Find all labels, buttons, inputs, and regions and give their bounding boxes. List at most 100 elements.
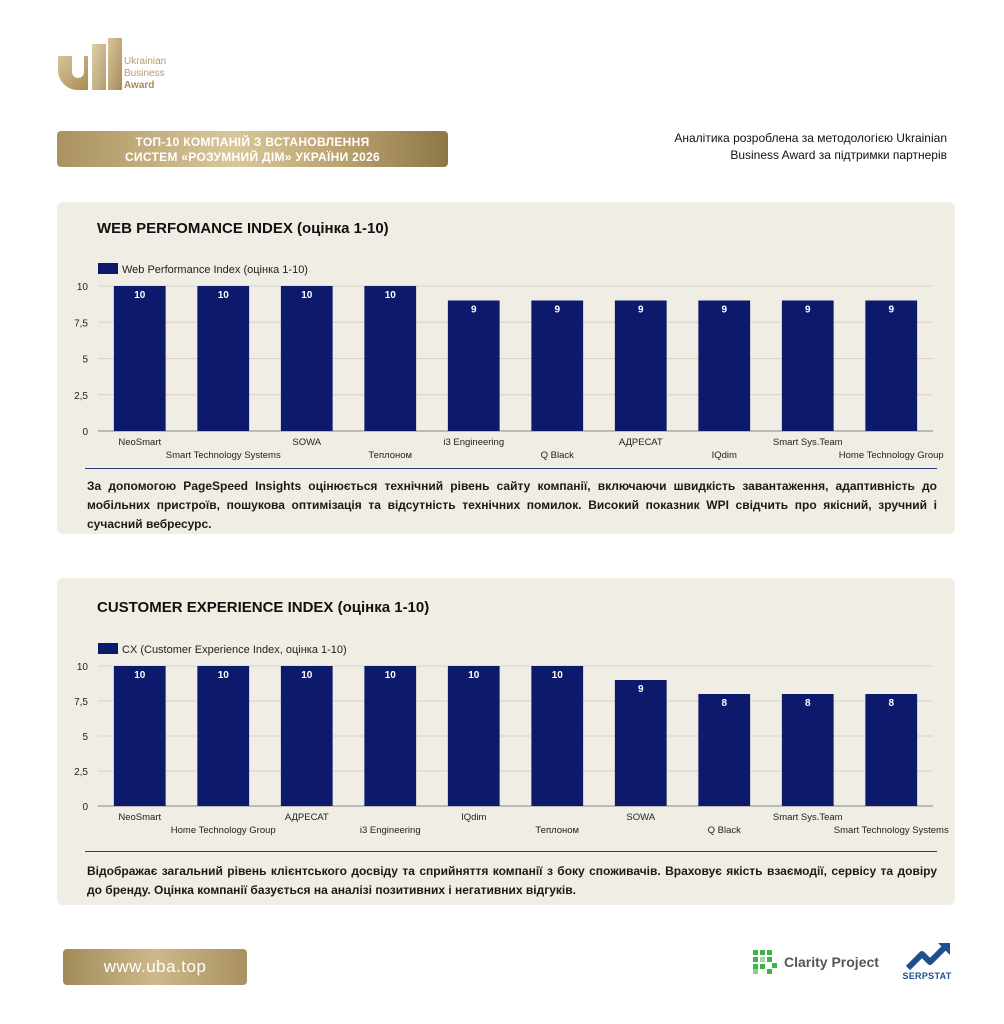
x-tick-label: Smart Technology Systems (166, 450, 281, 461)
chart-description: За допомогою PageSpeed Insights оцінюєть… (87, 479, 937, 531)
bar (865, 694, 918, 806)
x-tick-label: Теплоном (535, 825, 579, 836)
y-tick-label: 7,5 (74, 318, 88, 329)
y-tick-label: 2,5 (74, 767, 88, 778)
x-tick-label: i3 Engineering (360, 825, 421, 836)
data-label: 10 (468, 670, 480, 681)
data-label: 10 (301, 290, 313, 301)
data-label: 8 (721, 698, 727, 709)
banner-line-1: ТОП-10 КОМПАНІЙ З ВСТАНОВЛЕННЯ (135, 135, 370, 149)
bar (364, 666, 417, 806)
legend-swatch (98, 263, 118, 274)
bar (280, 286, 333, 431)
y-tick-label: 7,5 (74, 697, 88, 708)
x-tick-label: Home Technology Group (171, 825, 276, 836)
bar (781, 694, 834, 806)
bar (113, 286, 166, 431)
bar (113, 666, 166, 806)
x-tick-label: АДРЕСАТ (285, 812, 329, 823)
logo-line-business: Business (124, 68, 165, 79)
y-tick-label: 0 (82, 427, 88, 438)
legend-label: Web Performance Index (оцінка 1-10) (122, 264, 308, 276)
data-label: 9 (638, 305, 644, 316)
bar (531, 666, 584, 806)
bar (447, 666, 500, 806)
y-tick-label: 2,5 (74, 391, 88, 402)
x-tick-label: NeoSmart (118, 437, 161, 448)
data-label: 10 (385, 290, 397, 301)
chart-title: WEB PERFOMANCE INDEX (оцінка 1-10) (97, 220, 389, 237)
divider (85, 851, 937, 852)
note-line-1: Аналітика розроблена за методологією Ukr… (674, 131, 947, 145)
x-tick-label: NeoSmart (118, 812, 161, 823)
clarity-project-text: Clarity Project (784, 954, 879, 970)
y-tick-label: 10 (77, 662, 89, 673)
data-label: 10 (134, 670, 146, 681)
data-label: 9 (554, 305, 560, 316)
web-performance-card: WEB PERFOMANCE INDEX (оцінка 1-10) Web P… (57, 202, 955, 534)
bar (614, 680, 667, 806)
x-tick-label: IQdim (712, 450, 737, 461)
data-label: 9 (805, 305, 811, 316)
clarity-project-logo: Clarity Project (752, 948, 879, 976)
bar (197, 666, 250, 806)
bar (197, 286, 250, 431)
customer-experience-chart: CX (Customer Experience Index, оцінка 1-… (74, 643, 949, 836)
data-label: 8 (888, 698, 894, 709)
logo-line-ukrainian: Ukrainian (124, 56, 167, 67)
chart-title: CUSTOMER EXPERIENCE INDEX (оцінка 1-10) (97, 599, 430, 616)
customer-experience-card: CUSTOMER EXPERIENCE INDEX (оцінка 1-10) … (57, 578, 955, 905)
banner-line-2: СИСТЕМ «РОЗУМНИЙ ДІМ» УКРАЇНИ 2026 (124, 150, 381, 164)
legend-swatch (98, 643, 118, 654)
serpstat-logo: SERPSTAT (898, 940, 954, 984)
bar (280, 666, 333, 806)
x-tick-label: SOWA (626, 812, 655, 823)
x-tick-label: SOWA (292, 437, 321, 448)
website-link[interactable]: www.uba.top (63, 949, 247, 985)
bar (614, 300, 667, 431)
data-label: 10 (301, 670, 313, 681)
serpstat-text: SERPSTAT (902, 971, 952, 981)
clarity-grid-icon (753, 950, 777, 974)
serpstat-chart-icon (905, 943, 950, 971)
data-label: 10 (385, 670, 397, 681)
bar (698, 694, 751, 806)
logo-text: Ukrainian Business Award (124, 56, 166, 92)
x-tick-label: АДРЕСАТ (619, 437, 663, 448)
x-tick-label: Q Black (541, 450, 575, 461)
x-tick-label: i3 Engineering (443, 437, 504, 448)
data-label: 10 (134, 290, 146, 301)
x-tick-label: IQdim (461, 812, 486, 823)
data-label: 10 (218, 290, 230, 301)
data-label: 9 (888, 305, 894, 316)
web-performance-chart: Web Performance Index (оцінка 1-10) 0 2,5 5… (74, 263, 944, 461)
y-tick-label: 0 (82, 802, 88, 813)
y-tick-label: 10 (77, 282, 89, 293)
data-label: 10 (552, 670, 564, 681)
data-label: 10 (218, 670, 230, 681)
x-tick-label: Smart Technology Systems (834, 825, 949, 836)
logo-line-award: Award (124, 80, 155, 91)
x-tick-label: Smart Sys.Team (773, 437, 843, 448)
bar (447, 300, 500, 431)
bar (781, 300, 834, 431)
divider (85, 468, 937, 469)
x-tick-label: Q Black (708, 825, 742, 836)
x-tick-label: Smart Sys.Team (773, 812, 843, 823)
bar (364, 286, 417, 431)
data-label: 9 (721, 305, 727, 316)
x-tick-label: Home Technology Group (839, 450, 944, 461)
data-label: 8 (805, 698, 811, 709)
data-label: 9 (471, 305, 477, 316)
bar (531, 300, 584, 431)
y-tick-label: 5 (82, 732, 88, 743)
ukrainian-business-award-logo (58, 38, 122, 91)
methodology-note: Аналітика розроблена за методологією Ukr… (627, 130, 947, 164)
title-banner: ТОП-10 КОМПАНІЙ З ВСТАНОВЛЕННЯ СИСТЕМ «Р… (57, 131, 448, 167)
x-tick-label: Теплоном (368, 450, 412, 461)
bar (865, 300, 918, 431)
legend-label: CX (Customer Experience Index, оцінка 1-… (122, 644, 347, 656)
data-label: 9 (638, 684, 644, 695)
bar (698, 300, 751, 431)
y-tick-label: 5 (82, 355, 88, 366)
